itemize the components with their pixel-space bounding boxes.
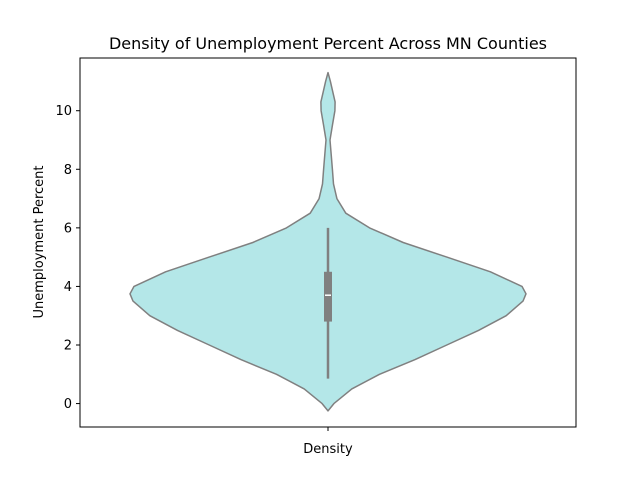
plot-area: 0 2 4 6 8 10 Density (55, 57, 577, 457)
x-tick-label: Density (303, 442, 353, 457)
y-tick-label: 2 (64, 339, 72, 354)
y-tick-label: 8 (64, 163, 72, 178)
violin-iqr-box (324, 271, 332, 322)
y-tick-label: 10 (55, 104, 72, 119)
y-tick-label: 0 (64, 397, 72, 412)
chart-title: Density of Unemployment Percent Across M… (109, 34, 547, 53)
y-axis-label: Unemployment Percent (32, 166, 47, 319)
y-tick-label: 6 (64, 221, 72, 236)
y-tick-label: 4 (64, 280, 72, 295)
